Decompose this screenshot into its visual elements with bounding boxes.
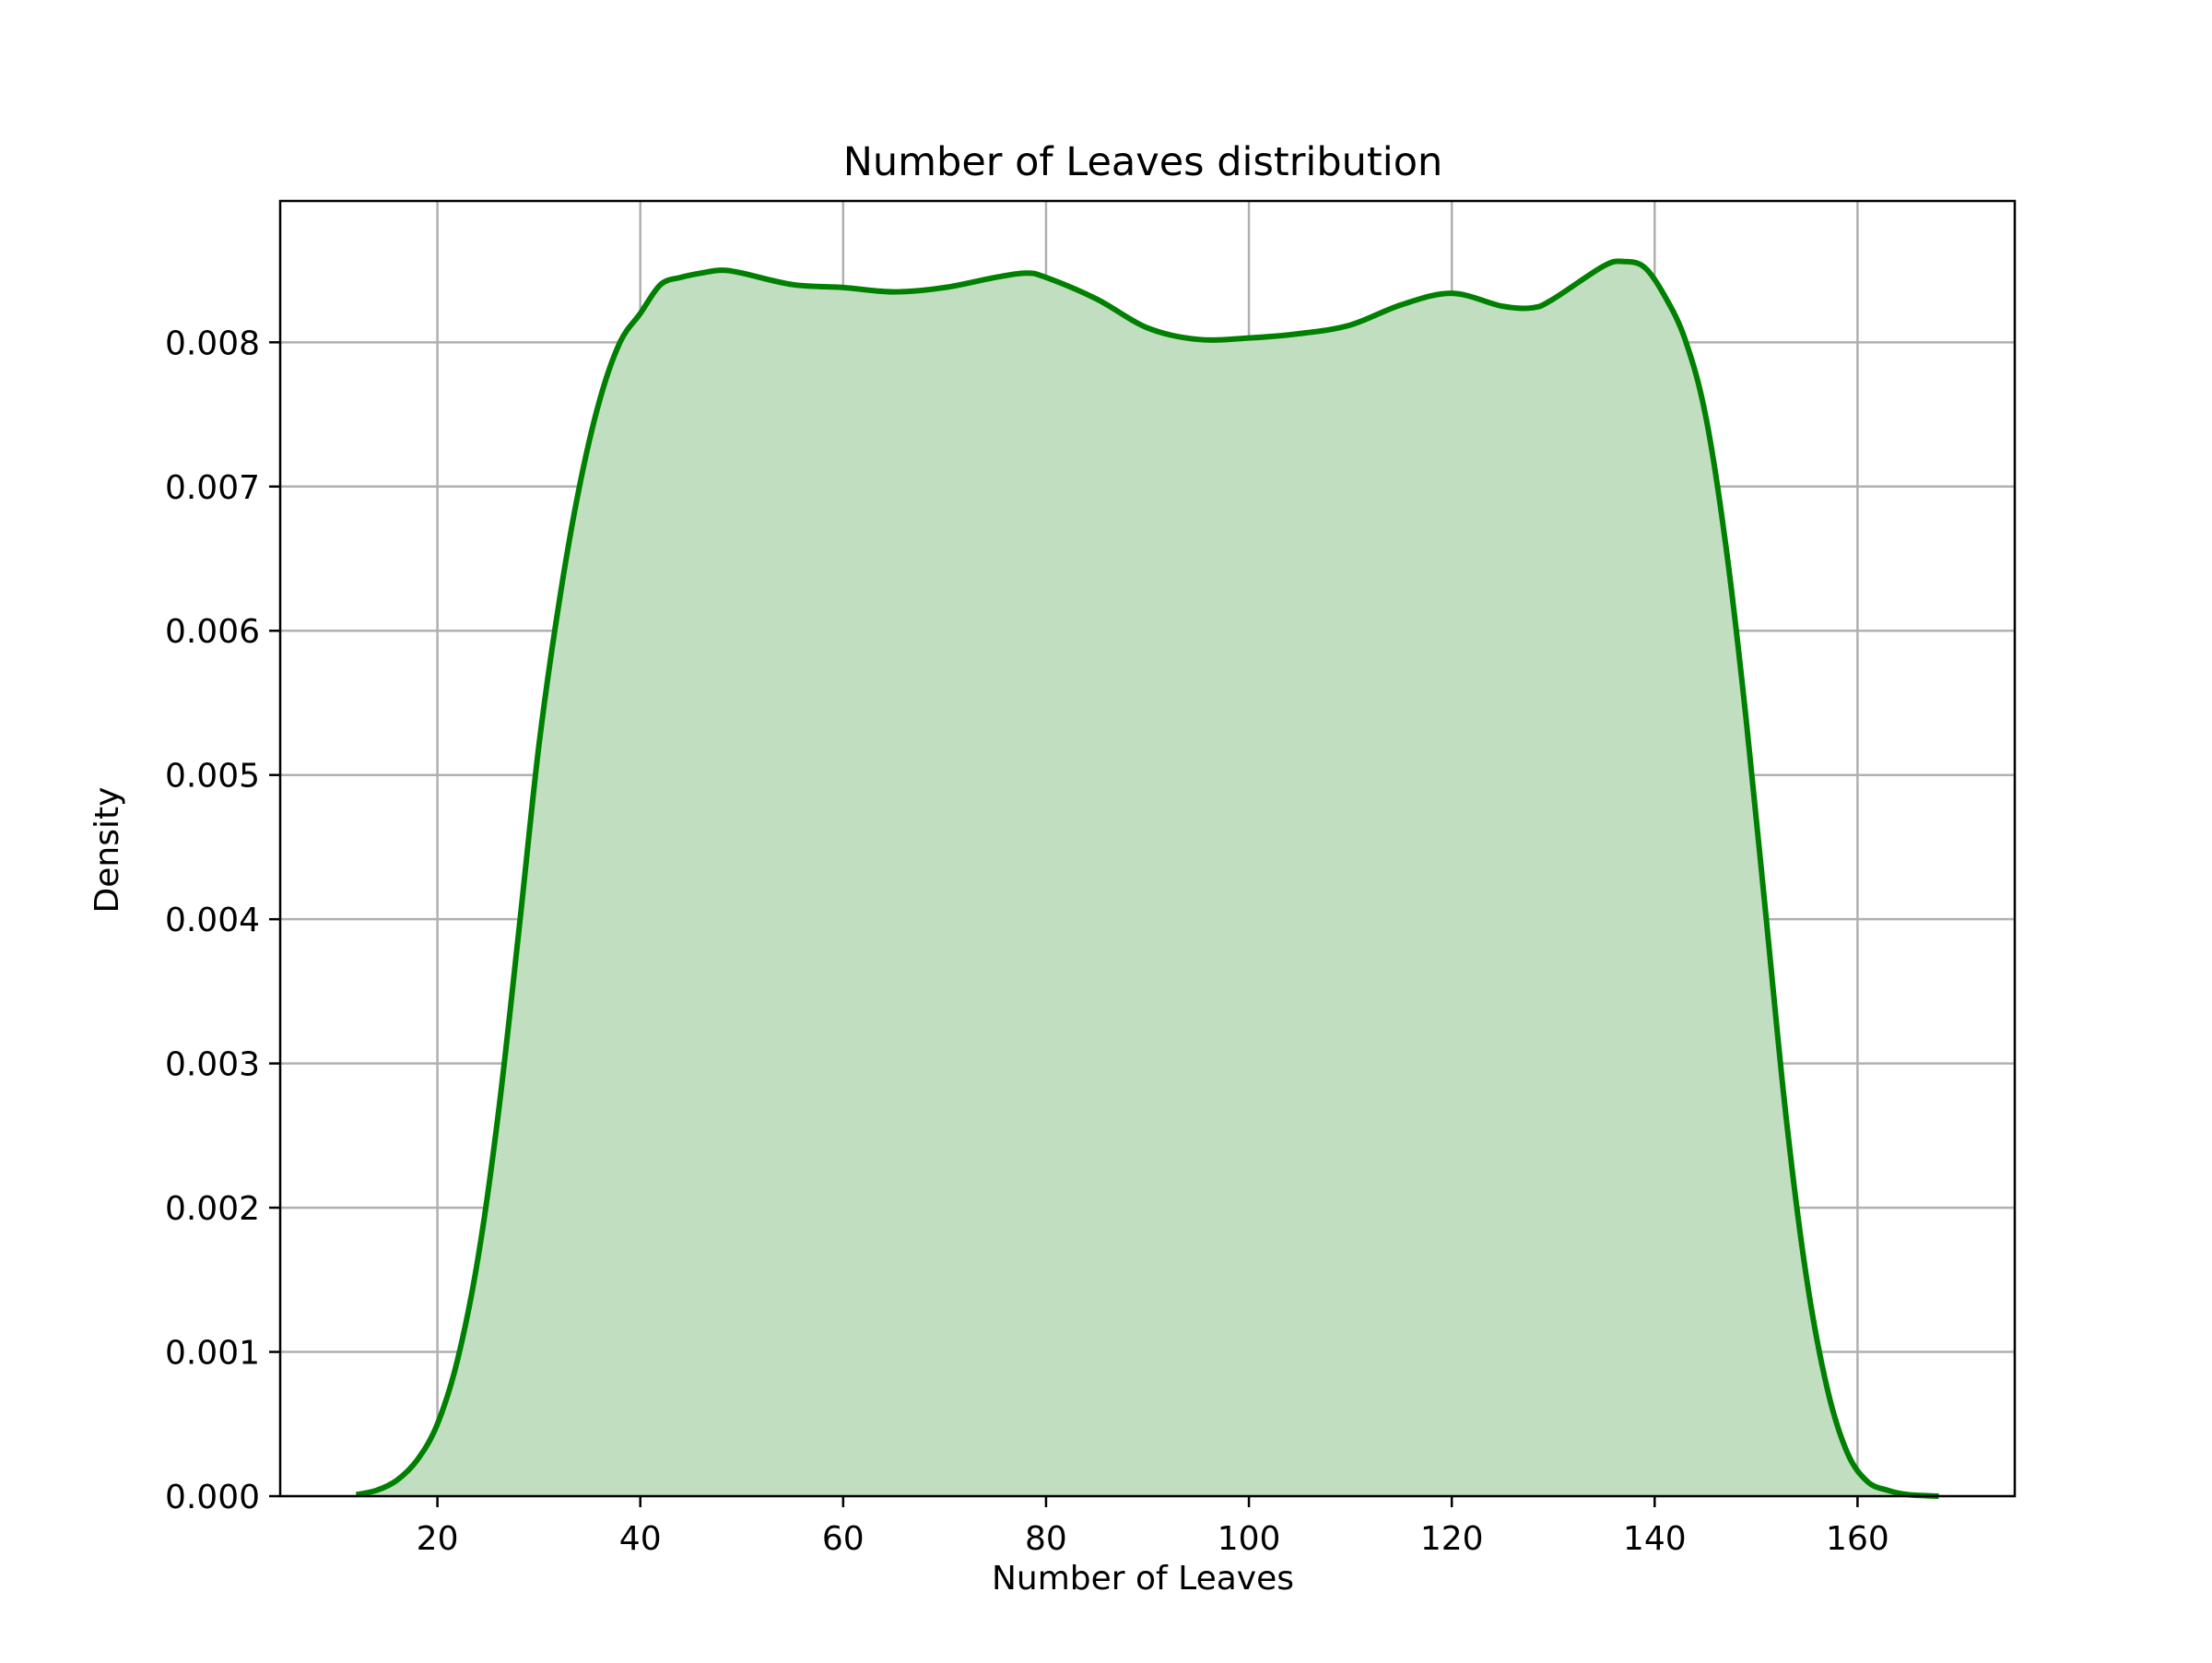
density-curve bbox=[355, 258, 1939, 1499]
y-axis-label: Density bbox=[88, 787, 126, 914]
y-tick-label: 0.006 bbox=[165, 613, 260, 651]
x-tick-label: 60 bbox=[822, 1520, 865, 1558]
y-tick-label: 0.002 bbox=[165, 1190, 260, 1228]
y-tick-label: 0.008 bbox=[165, 324, 260, 362]
x-tick-label: 140 bbox=[1623, 1520, 1687, 1558]
x-tick-label: 80 bbox=[1025, 1520, 1067, 1558]
plot-area bbox=[355, 258, 1939, 1499]
y-tick-label: 0.001 bbox=[165, 1335, 260, 1373]
x-tick-label: 100 bbox=[1218, 1520, 1281, 1558]
x-axis: 20 40 60 80 100 120 140 160 bbox=[417, 1496, 1889, 1558]
x-tick-label: 120 bbox=[1420, 1520, 1484, 1558]
y-tick-label: 0.004 bbox=[165, 902, 260, 939]
x-tick-label: 20 bbox=[417, 1520, 459, 1558]
chart-title: Number of Leaves distribution bbox=[843, 139, 1443, 185]
x-axis-label: Number of Leaves bbox=[992, 1560, 1294, 1598]
y-tick-label: 0.000 bbox=[165, 1479, 260, 1516]
x-tick-label: 160 bbox=[1826, 1520, 1889, 1558]
x-tick-label: 40 bbox=[619, 1520, 662, 1558]
y-tick-label: 0.005 bbox=[165, 758, 260, 796]
axes-frame bbox=[278, 199, 2017, 1498]
y-tick-label: 0.003 bbox=[165, 1046, 260, 1084]
y-axis: 0.000 0.001 0.002 0.003 0.004 0.005 0.006 0.007… bbox=[165, 324, 280, 1516]
density-area-fill bbox=[356, 261, 1939, 1497]
y-tick-label: 0.007 bbox=[165, 469, 260, 507]
